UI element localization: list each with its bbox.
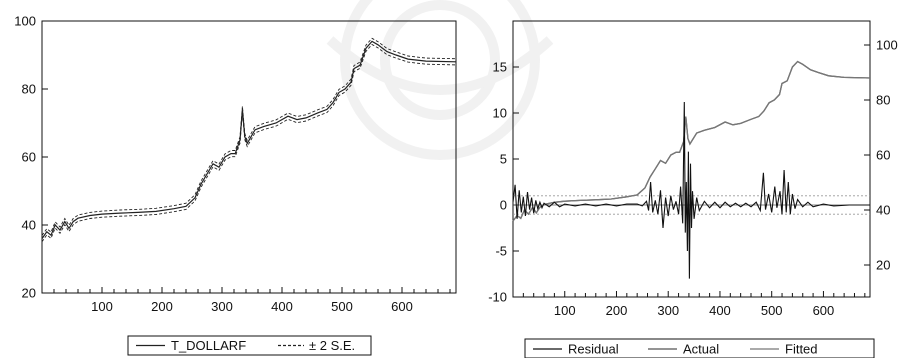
x-tick-label: 500	[331, 299, 353, 314]
right-plot-frame	[512, 20, 871, 298]
series-residual-line	[512, 101, 870, 279]
legend-label-actual: Actual	[683, 342, 719, 357]
watermark	[326, 0, 554, 160]
x-tick-label: 200	[151, 299, 173, 314]
x-tick-label: 400	[709, 303, 731, 318]
left-legend: T_DOLLARF ± 2 S.E.	[127, 335, 372, 356]
right-y-tick-label: 20	[876, 258, 890, 273]
x-tick-label: 300	[657, 303, 679, 318]
left-y-tick-label: 15	[493, 60, 507, 75]
y-tick-label: 20	[22, 286, 36, 301]
x-tick-label: 600	[391, 299, 413, 314]
x-tick-label: 600	[813, 303, 835, 318]
right-y-tick-label: 80	[876, 93, 890, 108]
left-y-tick-label: 0	[500, 198, 507, 213]
left-chart: 100 200 300 400 500 600 20 40 60 80 100	[14, 14, 457, 314]
y-tick-label: 80	[22, 82, 36, 97]
y-tick-label: 40	[22, 218, 36, 233]
x-tick-label: 500	[761, 303, 783, 318]
x-tick-label: 200	[606, 303, 628, 318]
left-plot-frame	[41, 20, 457, 294]
x-tick-label: 100	[554, 303, 576, 318]
x-tick-label: 100	[91, 299, 113, 314]
left-y-tick-label: -5	[495, 244, 507, 259]
legend-label-t-dollarf: T_DOLLARF	[171, 338, 246, 353]
x-tick-label: 300	[211, 299, 233, 314]
legend-label-fitted: Fitted	[785, 342, 818, 357]
y-tick-label: 60	[22, 150, 36, 165]
left-legend-box	[127, 335, 372, 356]
legend-label-se: ± 2 S.E.	[309, 338, 355, 353]
right-y-tick-label: 40	[876, 203, 890, 218]
right-legend: Residual Actual Fitted	[524, 338, 875, 358]
right-chart: 100 200 300 400 500 600 -10 -5 0 5 10 15 20 40 60 80 100	[488, 20, 898, 318]
y-tick-label: 100	[14, 14, 36, 29]
right-y-tick-label: 60	[876, 148, 890, 163]
legend-label-residual: Residual	[568, 342, 619, 357]
left-y-tick-label: 5	[500, 152, 507, 167]
series-t-dollarf-line	[41, 40, 457, 239]
left-y-tick-label: 10	[493, 106, 507, 121]
x-tick-label: 400	[271, 299, 293, 314]
series-upper-se-line	[41, 37, 457, 236]
left-y-tick-label: -10	[488, 290, 507, 305]
right-legend-box	[524, 338, 875, 358]
right-y-tick-label: 100	[876, 38, 898, 53]
